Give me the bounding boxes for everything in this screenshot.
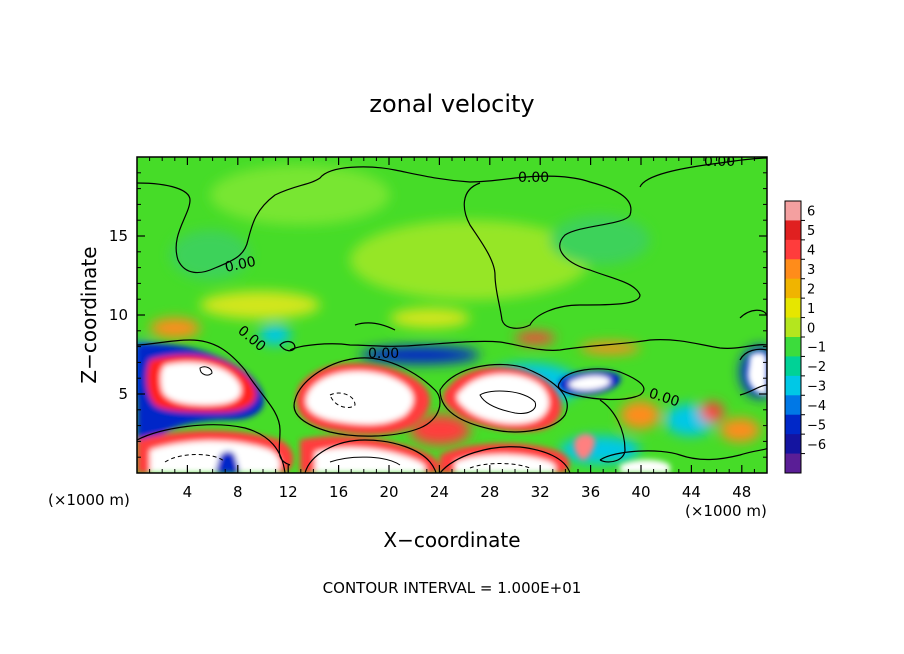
colorbar-tick-label: 6 [807,205,815,220]
colorbar-swatch [785,434,801,455]
colorbar-swatch [785,375,801,396]
y-tick-label: 5 [118,385,128,403]
x-tick-label: 32 [531,483,550,501]
colorbar-swatch [785,337,801,357]
x-tick-label: 12 [279,483,298,501]
colorbar-tick-label: 2 [807,282,815,297]
colorbar-swatch [785,220,801,241]
colorbar-swatch [785,278,801,299]
x-tick-label: 20 [379,483,398,501]
chart-title: zonal velocity [369,90,534,118]
colorbar-swatch [785,317,801,338]
colorbar-swatch [785,414,801,435]
y-tick-label: 10 [109,306,128,324]
velocity-extremes [137,343,767,473]
x-tick-label: 36 [581,483,600,501]
x-tick-label: 16 [329,483,348,501]
contour-label: 0.00 [704,154,735,170]
x-axis: 4 8 12 16 20 24 28 32 36 40 44 48 [149,157,755,501]
colorbar: 6 5 4 3 2 1 0 −1 −2 −3 −4 −5 −6 [784,200,826,474]
y-axis-label: Z−coordinate [77,246,101,383]
colorbar-tick-label: −5 [807,418,826,433]
colorbar-tick-label: 5 [807,224,815,239]
colorbar-swatch [785,259,801,280]
colorbar-tick-label: −1 [807,341,826,356]
x-tick-label: 48 [732,483,751,501]
contour-interval-footer: CONTOUR INTERVAL = 1.000E+01 [323,579,582,597]
x-tick-label: 44 [682,483,701,501]
colorbar-swatch [785,239,801,260]
contour-label: 0.00 [368,346,399,362]
colorbar-swatch [785,356,801,377]
x-tick-label: 40 [631,483,650,501]
x-axis-unit-right: (×1000 m) [685,502,767,520]
colorbar-tick-label: 4 [807,244,815,259]
extreme-contours [164,366,537,469]
y-axis: 5 10 15 [109,172,767,458]
zero-contours [137,157,767,473]
x-tick-label: 8 [233,483,243,501]
contour-label: 0.00 [518,170,549,186]
colorbar-tick-label: −2 [807,360,826,375]
x-tick-label: 4 [183,483,193,501]
x-tick-label: 28 [480,483,499,501]
colorbar-tick-label: 0 [807,321,815,336]
colorbar-tick-label: −6 [807,438,826,453]
colorbar-tick-label: 3 [807,263,815,278]
colorbar-tick-label: 1 [807,302,815,317]
colorbar-swatch [785,395,801,416]
colorbar-swatch [785,298,801,319]
x-tick-label: 24 [430,483,449,501]
x-axis-unit-left: (×1000 m) [48,491,130,509]
colorbar-swatch [785,453,801,474]
y-tick-label: 15 [109,227,128,245]
plot-area: 0.00 0.00 0.00 0.00 0.00 0.00 [137,154,767,473]
colorbar-swatch [785,201,801,221]
contour-label: 0.00 [224,254,258,276]
x-axis-label: X−coordinate [383,528,520,552]
colorbar-tick-label: −3 [807,380,826,395]
colorbar-tick-label: −4 [807,399,826,414]
